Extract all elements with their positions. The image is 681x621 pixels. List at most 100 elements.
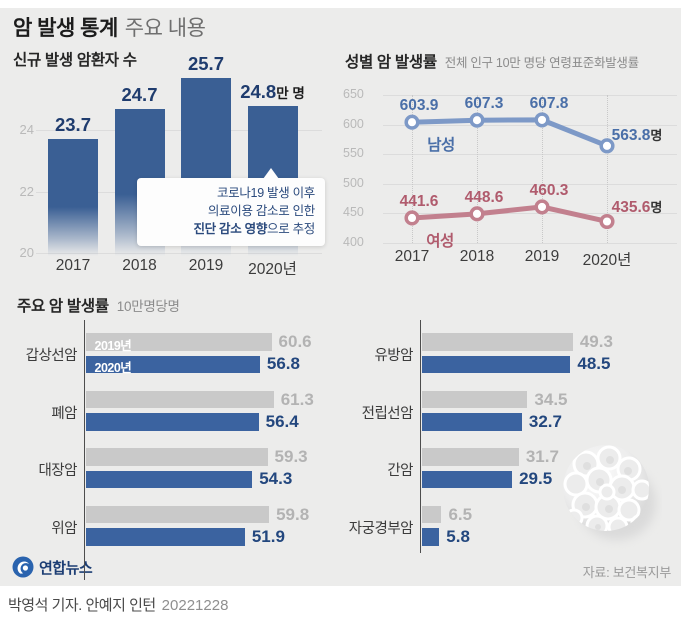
yonhap-logo: 연합뉴스 — [12, 556, 93, 578]
yonhap-logo-text: 연합뉴스 — [39, 559, 93, 577]
new-patients-title: 신규 발생 암환자 수 — [13, 48, 137, 70]
page-title-strong: 암 발생 통계 — [13, 17, 118, 40]
line-series-남성 — [411, 117, 608, 149]
bottom-white-strip — [0, 586, 681, 621]
callout-line-3-bold: 진단 감소 영향 — [193, 221, 268, 236]
bar-2020 — [421, 528, 440, 546]
major-rates-subtitle: 10만명당명 — [116, 299, 180, 314]
callout-line-1: 코로나19 발생 이후 — [216, 186, 315, 200]
bar-value-label: 24.8만 명 — [240, 80, 305, 102]
category-axis — [419, 320, 421, 553]
y-tick-label: 550 — [343, 146, 364, 160]
bar-2019-value: 6.5 — [448, 504, 473, 524]
gridline-v — [477, 95, 478, 243]
bar-2020 — [85, 355, 260, 373]
category-label: 유방암 — [374, 348, 413, 364]
major-rates-title: 주요 암 발생률 10만명당명 — [17, 294, 180, 316]
point-value-label: 441.6 — [399, 192, 439, 210]
bar-unit-suffix: 만 명 — [276, 85, 305, 101]
bar-2020-value: 48.5 — [577, 354, 611, 373]
point-unit-suffix: 명 — [650, 200, 663, 216]
callout-line-3-rest: 으로 추정 — [267, 221, 315, 236]
bar-value-label: 25.7 — [187, 53, 224, 74]
point-value-label: 563.8명 — [611, 126, 663, 144]
bar-2020 — [421, 413, 522, 431]
y-tick-label: 22 — [19, 183, 34, 199]
bar-value-label: 24.7 — [121, 83, 158, 105]
bar-2020-value: 32.7 — [528, 411, 562, 431]
bar-2020 — [85, 470, 253, 488]
gender-rate-lines — [404, 112, 615, 230]
bar-2020-value: 29.5 — [519, 469, 553, 488]
data-point-marker — [404, 114, 420, 130]
bar-2019 — [421, 333, 573, 351]
series-name-여성: 여성 — [426, 233, 454, 250]
tumor-cell-illustration-icon — [563, 445, 656, 540]
category-label: 전립선암 — [361, 405, 414, 422]
x-tick-label: 2018 — [122, 257, 157, 274]
x-tick-label: 2019 — [188, 257, 224, 274]
gridline-v — [412, 95, 413, 243]
y-tick-label: 600 — [343, 116, 364, 131]
bar-2020-value: 5.8 — [446, 526, 470, 546]
callout-line-3: 진단 감소 영향으로 추정 — [147, 221, 315, 239]
bar-2019 — [85, 448, 268, 466]
page-title-sub: 주요 내용 — [124, 17, 206, 40]
gridline-h — [383, 95, 677, 96]
bar-2019-value: 34.5 — [534, 389, 568, 409]
point-value-label: 607.8 — [529, 94, 569, 112]
bar-2019-value: 61.3 — [280, 389, 314, 409]
bar-2019 — [421, 505, 442, 523]
gridline-v — [607, 95, 608, 243]
point-value-label: 460.3 — [529, 181, 569, 199]
gridline-h — [383, 154, 677, 155]
gridline-h — [36, 130, 322, 132]
line-series-여성 — [411, 204, 608, 224]
data-point-marker — [469, 206, 485, 222]
gridline-h — [36, 253, 322, 254]
series-name-남성: 남성 — [427, 137, 455, 154]
x-tick-label: 2017 — [55, 257, 91, 274]
bar-2019 — [85, 390, 274, 408]
x-tick-label: 2019 — [524, 248, 560, 265]
bar-2020 — [85, 413, 259, 431]
bar-2020 — [85, 528, 245, 546]
bar-2020-value: 56.8 — [266, 354, 300, 373]
category-axis — [83, 320, 85, 580]
y-tick-label: 450 — [343, 205, 364, 219]
point-value-label: 435.6명 — [611, 199, 663, 217]
bar-2020 — [421, 355, 571, 373]
y-tick-label: 650 — [343, 87, 364, 101]
gridline-h — [383, 213, 677, 214]
bar-2019 — [85, 505, 270, 523]
page-title: 암 발생 통계 주요 내용 — [13, 12, 206, 42]
gender-rate-title-text: 성별 암 발생률 — [345, 54, 437, 71]
y-tick-label: 20 — [19, 245, 34, 260]
x-tick-label: 2018 — [459, 248, 495, 265]
y-tick-label: 400 — [343, 234, 364, 249]
bar-2019 — [421, 448, 519, 466]
category-label: 간암 — [387, 463, 413, 479]
data-point-marker — [469, 112, 485, 128]
x-tick-label: 2020년 — [582, 252, 632, 269]
legend-2020: 2020년 — [94, 361, 132, 375]
major-rates-title-text: 주요 암 발생률 — [17, 298, 109, 315]
bar-2019-value: 59.8 — [276, 504, 310, 524]
category-label: 대장암 — [38, 463, 77, 479]
y-tick-label: 24 — [19, 122, 34, 138]
category-label: 갑상선암 — [25, 348, 78, 364]
x-tick-label: 2017 — [394, 248, 430, 265]
y-tick-label: 500 — [343, 175, 364, 190]
data-point-marker — [534, 112, 550, 128]
bar-2019-value: 31.7 — [525, 447, 559, 466]
bar — [48, 139, 98, 256]
bar-value-label: 23.7 — [54, 114, 91, 136]
bar-2019 — [85, 333, 272, 351]
bar-2020-value: 56.4 — [265, 411, 299, 431]
point-value-label: 603.9 — [399, 97, 439, 115]
data-point-marker — [599, 138, 615, 154]
new-patients-title-text: 신규 발생 암환자 수 — [13, 52, 137, 69]
